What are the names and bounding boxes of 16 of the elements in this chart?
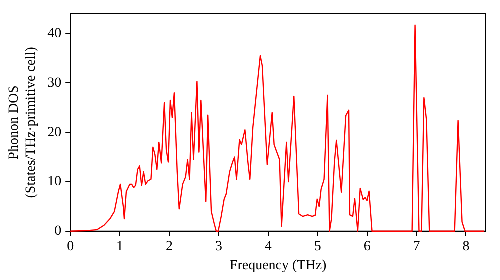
x-tick-label: 8 [462,239,470,254]
y-tick-label: 30 [48,76,62,91]
x-tick-label: 5 [314,239,322,254]
y-tick-label: 10 [48,174,62,190]
x-tick-label: 1 [116,239,124,254]
x-tick-label: 6 [364,239,371,254]
y-axis-title: Phonon DOS (States/THz·primitive cell) [7,46,39,198]
y-tick-label: 0 [54,224,62,240]
y-tick-label: 20 [48,125,62,140]
x-tick-label: 3 [215,239,222,254]
x-tick-label: 2 [166,239,174,254]
x-axis-title: Frequency (THz) [230,258,328,274]
x-tick-label: 4 [264,239,272,254]
x-tick-label: 7 [413,239,420,254]
x-tick-label: 0 [67,239,74,254]
y-tick-label: 40 [48,26,62,42]
